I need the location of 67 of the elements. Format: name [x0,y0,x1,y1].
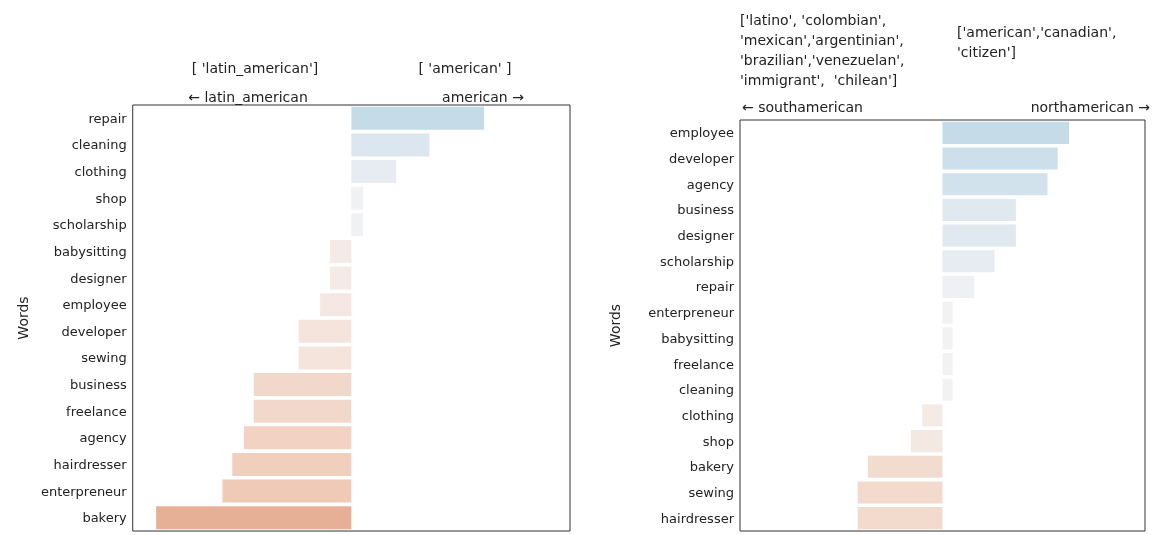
y-tick-label: sewing [81,350,127,366]
y-tick-label: repair [88,110,128,126]
y-tick-label: developer [668,151,735,167]
text: ['latino', 'colombian', 'mexican','argentinian', 'brazilian','venezuelan', 'immigrant', 'chilean'] [740,12,909,88]
y-axis-title: Words [607,303,623,348]
bar [942,147,1058,170]
bar [942,250,995,273]
bar [942,224,1016,247]
bar [910,430,943,453]
bar [857,507,943,530]
y-tick-label: shop [95,190,127,206]
bar [222,479,352,503]
y-tick-label: scholarship [52,217,127,233]
y-tick-label: developer [61,323,128,339]
y-tick-label: enterpreneur [648,305,735,321]
bar [351,133,430,157]
bar [232,452,352,476]
bar [253,373,352,397]
y-tick-label: freelance [66,403,127,419]
y-tick-label: shop [702,433,734,449]
bar [922,404,943,427]
y-tick-label: scholarship [660,253,734,269]
y-tick-label: designer [677,228,735,244]
bar [351,160,397,184]
bar [857,481,943,504]
bar [320,293,352,317]
text: northamerican → [1030,99,1151,115]
y-tick-label: cleaning [71,137,127,153]
bar [298,346,352,370]
bar [298,319,352,343]
text: ['american','canadian', 'citizen'] [957,24,1121,60]
bar [942,198,1016,221]
y-tick-label: employee [669,125,734,141]
y-tick-label: business [70,377,127,393]
bar [942,173,1048,196]
y-tick-label: agency [686,176,735,192]
text: [ 'latin_american'] [191,60,319,76]
bar [329,239,352,263]
bar [329,266,352,290]
y-tick-label: freelance [673,356,734,372]
y-tick-label: clothing [74,164,127,180]
y-tick-label: bakery [689,459,735,475]
y-tick-label: repair [695,279,735,295]
y-tick-label: enterpreneur [40,483,128,499]
bar [156,506,352,530]
bar [253,399,352,423]
y-tick-label: bakery [82,510,128,526]
y-tick-label: hairdresser [53,456,128,472]
bar [351,106,485,130]
y-tick-label: cleaning [678,382,734,398]
y-tick-label: agency [79,430,128,446]
bar [867,455,943,478]
y-tick-label: hairdresser [660,510,735,526]
annotation: american → [442,89,525,105]
y-tick-label: babysitting [53,243,127,259]
bar [243,426,352,450]
y-tick-label: business [677,202,735,218]
y-axis-title: Words [15,296,31,340]
y-tick-label: employee [62,297,127,313]
bar [942,121,1070,144]
text: [ 'american' ] [418,60,512,76]
text: ← southamerican [742,99,863,115]
y-tick-label: designer [70,270,128,286]
annotation: ← latin_american [188,89,308,105]
y-tick-label: clothing [681,407,734,423]
y-tick-label: babysitting [661,330,734,346]
y-tick-label: sewing [688,484,734,500]
